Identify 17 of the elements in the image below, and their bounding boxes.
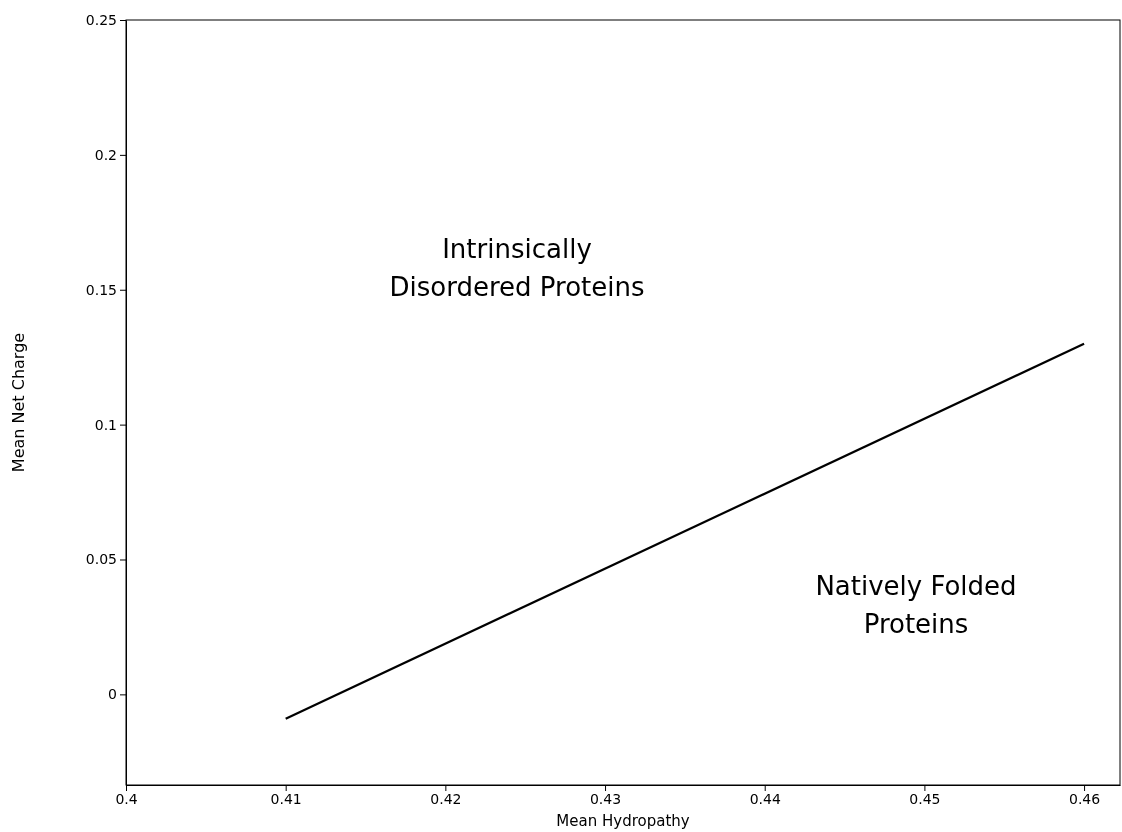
y-tick-label: 0.25 — [85, 11, 117, 28]
x-tick-label: 0.43 — [589, 790, 622, 807]
y-tick-label: 0.1 — [94, 416, 117, 433]
x-axis-title: Mean Hydropathy — [556, 812, 690, 830]
y-tick-label: 0.2 — [94, 146, 117, 163]
y-tick-label: 0.05 — [85, 551, 117, 568]
x-tick-label: 0.45 — [909, 790, 941, 807]
y-axis-title: Mean Net Charge — [9, 332, 28, 473]
x-tick-label: 0.44 — [749, 790, 781, 807]
annotation: Intrinsically Disordered Proteins — [389, 234, 645, 302]
annotation: Natively Folded Proteins — [815, 571, 1017, 639]
x-tick-label: 0.42 — [430, 790, 462, 807]
y-tick-label: 0.15 — [85, 281, 117, 298]
x-tick-label: 0.4 — [115, 790, 138, 807]
y-tick-label: 0 — [108, 686, 117, 703]
x-tick-label: 0.41 — [270, 790, 302, 807]
x-tick-label: 0.46 — [1068, 790, 1101, 807]
